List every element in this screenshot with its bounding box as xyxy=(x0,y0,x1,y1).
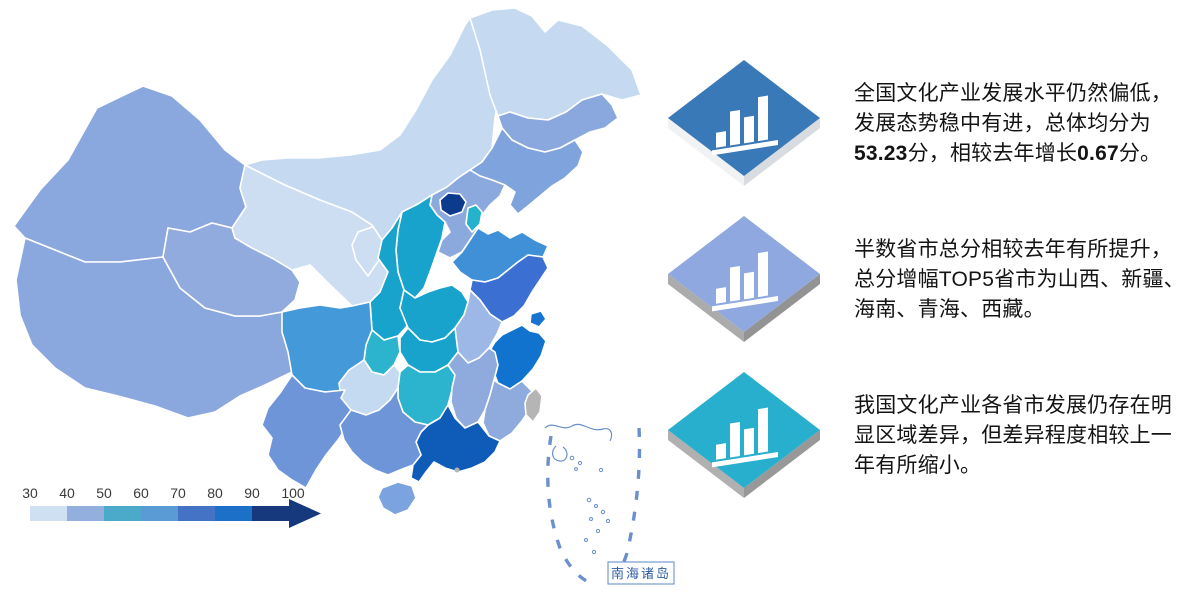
province-qinghai xyxy=(162,222,301,317)
insight-bold-value: 0.67 xyxy=(1077,141,1119,165)
legend-segment xyxy=(67,506,104,521)
province-liaoning xyxy=(469,127,584,215)
province-hainan xyxy=(377,481,417,516)
bar-chart-icon xyxy=(712,95,778,156)
inset-coastline xyxy=(544,423,613,462)
province-fujian xyxy=(482,379,537,442)
insight-text-part: 分，相较去年增长 xyxy=(907,141,1078,165)
legend-tick: 40 xyxy=(59,485,75,501)
insight-text-part: 全国文化产业发展水平仍然偏低，发展态势稳中有进，总体均分为 xyxy=(854,81,1172,135)
insight-text-part: 分。 xyxy=(1118,141,1162,165)
diamond-tile xyxy=(668,60,820,186)
legend-tick: 60 xyxy=(133,485,149,501)
diamond-tile xyxy=(668,216,820,342)
score-color-legend: 30 40 50 60 70 80 90 100 xyxy=(22,485,321,528)
legend-segment xyxy=(104,506,141,521)
legend-segment xyxy=(178,506,215,521)
province-tianjin xyxy=(465,204,483,233)
insight-text-part: 我国文化产业各省市发展仍存在明显区域差异，但差异程度相较上一年有所缩小。 xyxy=(854,393,1172,477)
south-china-sea-label: 南海诸岛 xyxy=(611,566,671,581)
diamond-left-edge xyxy=(668,430,744,498)
insight-text: 全国文化产业发展水平仍然偏低，发展态势稳中有进，总体均分为 53.23分，相较去… xyxy=(854,79,1192,169)
insight-text: 半数省市总分相较去年有所提升，总分增幅TOP5省市为山西、新疆、海南、青海、西藏… xyxy=(854,235,1192,325)
diamond-right-edge xyxy=(744,118,820,186)
province-yunnan xyxy=(261,374,352,489)
south-china-sea-label-box xyxy=(607,561,675,585)
nine-dash-line-left xyxy=(546,435,591,585)
diamond-left-edge xyxy=(668,274,744,342)
legend-segment xyxy=(141,506,178,521)
bar-chart-icon xyxy=(712,407,778,468)
diamond-right-edge xyxy=(744,430,820,498)
legend-segment xyxy=(215,506,252,521)
province-beijing xyxy=(439,192,467,217)
insight-row-overall-score: 全国文化产业发展水平仍然偏低，发展态势稳中有进，总体均分为 53.23分，相较去… xyxy=(664,56,1198,191)
legend-tick: 70 xyxy=(170,485,186,501)
province-taiwan xyxy=(524,387,543,423)
legend-tick: 90 xyxy=(244,485,260,501)
province-guangxi xyxy=(339,387,429,476)
bar-chart-icon xyxy=(712,251,778,312)
diamond-tile xyxy=(668,372,820,498)
legend-segment xyxy=(252,506,289,521)
insight-text-part: 半数省市总分相较去年有所提升，总分增幅TOP5省市为山西、新疆、海南、青海、西藏… xyxy=(854,237,1185,321)
province-heilongjiang xyxy=(469,7,642,121)
insight-row-regional-gap: 我国文化产业各省市发展仍存在明显区域差异，但差异程度相较上一年有所缩小。 xyxy=(664,368,1198,503)
nine-dash-line-right xyxy=(605,427,642,585)
insight-row-top5-growth: 半数省市总分相较去年有所提升，总分增幅TOP5省市为山西、新疆、海南、青海、西藏… xyxy=(664,212,1198,347)
diamond-right-edge xyxy=(744,274,820,342)
province-hongkong xyxy=(454,467,460,473)
insights-panel: 全国文化产业发展水平仍然偏低，发展态势稳中有进，总体均分为 53.23分，相较去… xyxy=(664,0,1198,593)
legend-tick: 100 xyxy=(281,485,305,501)
inset-islands xyxy=(569,455,611,555)
legend-tick: 80 xyxy=(207,485,223,501)
insight-bold-value: 53.23 xyxy=(854,141,908,165)
legend-tick: 30 xyxy=(22,485,38,501)
insight-text: 我国文化产业各省市发展仍存在明显区域差异，但差异程度相较上一年有所缩小。 xyxy=(854,391,1192,481)
south-china-sea-inset: 南海诸岛 xyxy=(544,423,675,585)
province-shanghai xyxy=(529,310,547,328)
legend-tick: 50 xyxy=(96,485,112,501)
china-choropleth-map: 南海诸岛 xyxy=(13,7,675,585)
diamond-left-edge xyxy=(668,118,744,186)
legend-arrow-head xyxy=(289,499,321,528)
legend-segment xyxy=(30,506,67,521)
